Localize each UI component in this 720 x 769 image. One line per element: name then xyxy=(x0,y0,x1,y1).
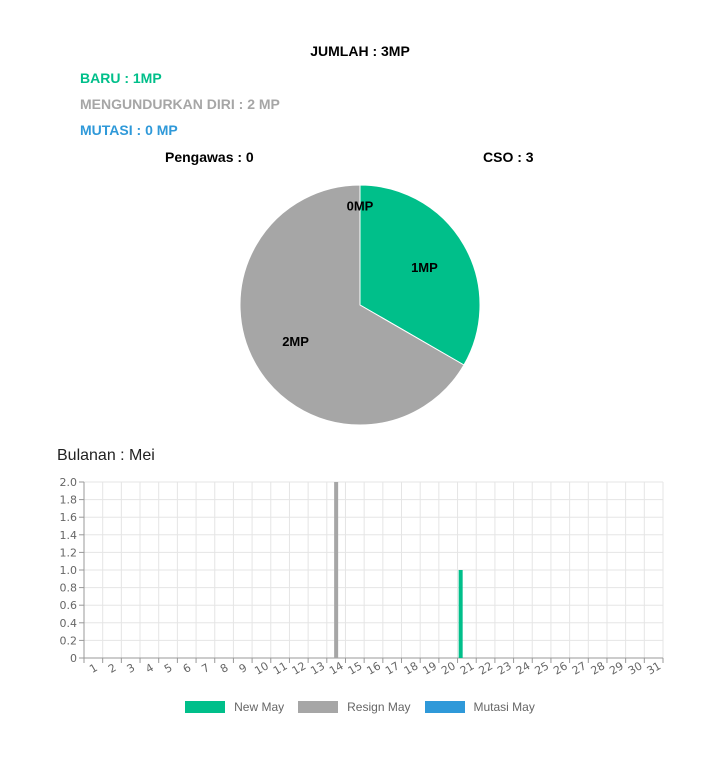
x-tick-label: 29 xyxy=(607,659,626,677)
legend-label: Resign May xyxy=(347,700,411,714)
x-tick-label: 18 xyxy=(402,659,421,677)
x-tick-label: 7 xyxy=(199,661,212,676)
x-tick-label: 12 xyxy=(290,659,309,677)
x-tick-label: 19 xyxy=(420,659,439,677)
y-tick-label: 0 xyxy=(70,652,77,665)
y-tick-label: 1.4 xyxy=(60,529,78,542)
pie-slice-baru xyxy=(359,184,481,366)
legend-item[interactable]: Resign May xyxy=(298,700,411,714)
monthly-bar-chart: 00.20.40.60.81.01.21.41.61.82.01 2 3 4 5 6 7 8 9… xyxy=(60,476,664,678)
y-tick-label: 1.0 xyxy=(60,564,78,577)
legend-swatch xyxy=(424,701,465,713)
x-tick-label: 28 xyxy=(589,659,608,677)
y-tick-label: 0.4 xyxy=(60,617,78,630)
monthly-title: Bulanan : Mei xyxy=(57,447,155,464)
legend-item[interactable]: New May xyxy=(185,700,284,714)
y-tick-label: 0.8 xyxy=(60,582,78,595)
x-tick-label: 10 xyxy=(252,659,271,677)
bar-new-may-day-21 xyxy=(458,570,463,658)
y-tick-label: 1.8 xyxy=(60,494,78,507)
x-tick-label: 2 xyxy=(106,661,119,676)
pie-slice-resign xyxy=(239,184,465,426)
x-tick-label: 24 xyxy=(514,659,533,677)
x-tick-label: 31 xyxy=(645,659,664,677)
y-tick-label: 1.6 xyxy=(60,511,78,524)
x-tick-label: 23 xyxy=(495,659,514,677)
x-tick-label: 6 xyxy=(181,661,194,676)
bar-resign-may-day-14 xyxy=(334,482,339,658)
y-tick-label: 0.6 xyxy=(60,599,78,612)
transfer-count: MUTASI : 0 MP xyxy=(80,122,178,138)
x-tick-label: 25 xyxy=(533,659,552,677)
x-tick-label: 13 xyxy=(308,659,327,677)
x-tick-label: 4 xyxy=(143,661,156,676)
y-tick-label: 2.0 xyxy=(60,476,78,489)
x-tick-label: 1 xyxy=(87,661,100,676)
x-tick-label: 30 xyxy=(626,659,645,677)
x-tick-label: 27 xyxy=(570,659,589,677)
pie-label-baru: 1MP xyxy=(411,260,438,275)
x-tick-label: 3 xyxy=(125,661,138,676)
x-tick-label: 14 xyxy=(327,659,346,677)
x-tick-label: 22 xyxy=(477,659,496,677)
x-tick-label: 15 xyxy=(346,659,365,677)
chart-legend: New May Resign May Mutasi May xyxy=(0,700,720,714)
y-tick-label: 1.2 xyxy=(60,546,78,559)
x-tick-label: 11 xyxy=(271,659,290,677)
pie-label-resign: 2MP xyxy=(282,334,309,349)
x-tick-label: 26 xyxy=(551,659,570,677)
legend-label: New May xyxy=(234,700,285,714)
x-tick-label: 5 xyxy=(162,661,175,676)
x-tick-label: 20 xyxy=(439,659,458,677)
legend-swatch xyxy=(298,701,339,713)
x-tick-label: 8 xyxy=(218,661,231,676)
x-tick-label: 9 xyxy=(237,661,250,676)
x-tick-label: 21 xyxy=(458,659,477,677)
supervisor-count: Pengawas : 0 xyxy=(165,149,254,165)
x-tick-label: 17 xyxy=(383,659,402,677)
y-tick-label: 0.2 xyxy=(60,634,78,647)
total-count: JUMLAH : 3MP xyxy=(310,43,410,59)
x-tick-label: 16 xyxy=(364,659,383,677)
pie-label-mutasi: 0MP xyxy=(347,199,374,214)
pie-chart: 1MP 2MP 0MP xyxy=(239,184,481,426)
legend-item[interactable]: Mutasi May xyxy=(424,700,535,714)
resign-count: MENGUNDURKAN DIRI : 2 MP xyxy=(80,96,280,112)
legend-swatch xyxy=(185,701,226,713)
new-count: BARU : 1MP xyxy=(80,70,162,86)
legend-label: Mutasi May xyxy=(473,700,535,714)
cso-count: CSO : 3 xyxy=(483,149,534,165)
